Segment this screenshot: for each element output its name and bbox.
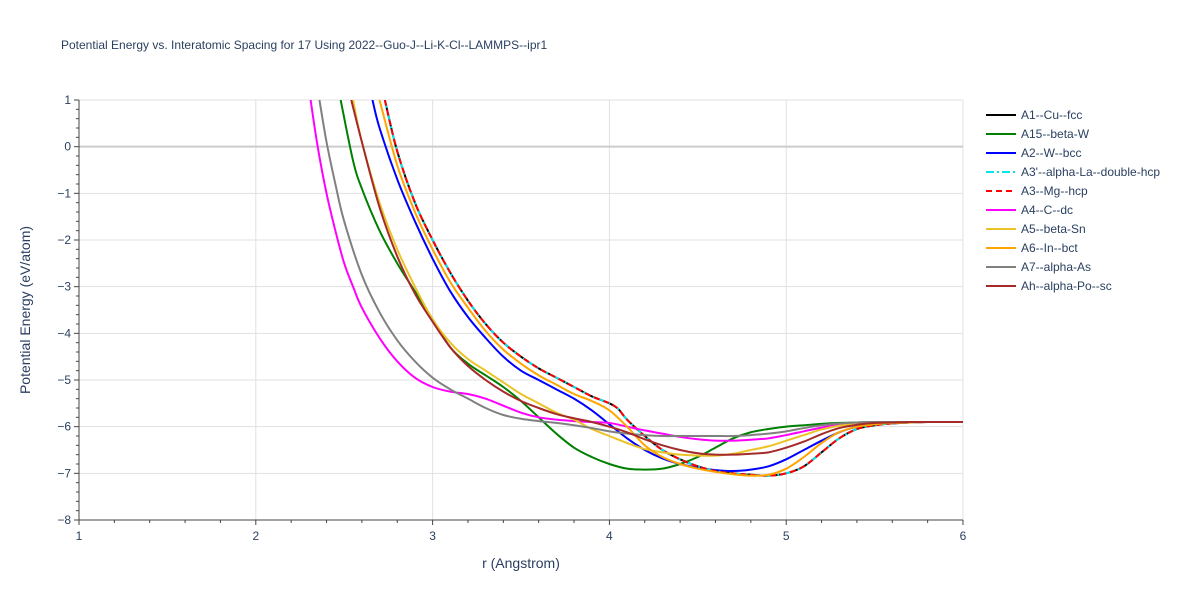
series-lines bbox=[309, 100, 963, 477]
y-tick-label: 0 bbox=[64, 140, 71, 154]
legend-item-5[interactable]: A4--C--dc bbox=[986, 203, 1073, 217]
x-axis-title: r (Angstrom) bbox=[482, 555, 560, 571]
y-axis-title: Potential Energy (eV/atom) bbox=[17, 226, 33, 394]
x-tick-label: 6 bbox=[960, 529, 967, 543]
legend-label: A1--Cu--fcc bbox=[1021, 108, 1082, 122]
legend-item-9[interactable]: Ah--alpha-Po--sc bbox=[986, 279, 1112, 293]
legend-label: A4--C--dc bbox=[1021, 203, 1073, 217]
legend-label: Ah--alpha-Po--sc bbox=[1021, 279, 1112, 293]
series-line-3[interactable] bbox=[383, 100, 963, 477]
y-tick-label: −8 bbox=[57, 513, 71, 527]
series-line-8[interactable] bbox=[318, 100, 963, 438]
x-tick-label: 5 bbox=[783, 529, 790, 543]
legend-item-1[interactable]: A15--beta-W bbox=[986, 127, 1090, 141]
series-line-0[interactable] bbox=[383, 100, 963, 477]
legend-item-4[interactable]: A3--Mg--hcp bbox=[986, 184, 1088, 198]
x-tick-label: 2 bbox=[252, 529, 259, 543]
legend-item-2[interactable]: A2--W--bcc bbox=[986, 146, 1081, 160]
series-line-2[interactable] bbox=[371, 100, 963, 473]
y-tick-label: −4 bbox=[57, 326, 71, 340]
series-line-7[interactable] bbox=[378, 100, 963, 477]
y-tick-label: −2 bbox=[57, 233, 71, 247]
grid bbox=[79, 99, 964, 520]
series-line-4[interactable] bbox=[383, 100, 963, 477]
legend-label: A15--beta-W bbox=[1021, 127, 1090, 141]
legend-item-0[interactable]: A1--Cu--fcc bbox=[986, 108, 1082, 122]
legend-item-7[interactable]: A6--In--bct bbox=[986, 241, 1078, 255]
legend-label: A7--alpha-As bbox=[1021, 260, 1091, 274]
y-tick-label: 1 bbox=[64, 93, 71, 107]
series-line-5[interactable] bbox=[309, 100, 963, 442]
series-line-1[interactable] bbox=[339, 100, 963, 471]
legend-item-8[interactable]: A7--alpha-As bbox=[986, 260, 1091, 274]
legend-label: A3--Mg--hcp bbox=[1021, 184, 1088, 198]
legend[interactable]: A1--Cu--fcc A15--beta-W A2--W--bcc A3'--alp… bbox=[986, 108, 1160, 293]
legend-label: A6--In--bct bbox=[1021, 241, 1078, 255]
legend-label: A2--W--bcc bbox=[1021, 146, 1081, 160]
x-tick-label: 4 bbox=[606, 529, 613, 543]
x-tick-label: 3 bbox=[429, 529, 436, 543]
y-tick-label: −5 bbox=[57, 373, 71, 387]
chart-title: Potential Energy vs. Interatomic Spacing… bbox=[61, 38, 548, 52]
legend-label: A3'--alpha-La--double-hcp bbox=[1021, 165, 1160, 179]
y-tick-label: −3 bbox=[57, 280, 71, 294]
y-tick-label: −6 bbox=[57, 420, 71, 434]
legend-label: A5--beta-Sn bbox=[1021, 222, 1086, 236]
x-tick-label: 1 bbox=[76, 529, 83, 543]
axes: 1 2 3 4 5 6 1 0 −1 −2 −3 −4 −5 −6 −7 −8 bbox=[57, 93, 966, 543]
legend-item-3[interactable]: A3'--alpha-La--double-hcp bbox=[986, 165, 1160, 179]
y-tick-label: −1 bbox=[57, 186, 71, 200]
y-tick-label: −7 bbox=[57, 466, 71, 480]
legend-item-6[interactable]: A5--beta-Sn bbox=[986, 222, 1086, 236]
series-line-6[interactable] bbox=[352, 100, 963, 457]
series-line-9[interactable] bbox=[350, 100, 963, 456]
